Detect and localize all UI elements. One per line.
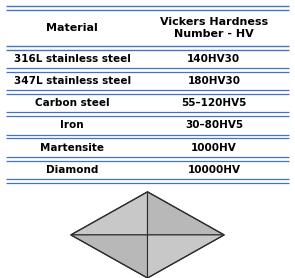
Text: 347L stainless steel: 347L stainless steel	[14, 76, 131, 86]
Text: 10000HV: 10000HV	[187, 165, 240, 175]
Polygon shape	[71, 235, 148, 278]
Polygon shape	[148, 192, 224, 235]
Polygon shape	[71, 192, 148, 235]
Text: 316L stainless steel: 316L stainless steel	[14, 54, 131, 64]
Text: Iron: Iron	[60, 120, 84, 130]
Text: 55–120HV5: 55–120HV5	[181, 98, 247, 108]
Text: Martensite: Martensite	[40, 143, 104, 153]
Polygon shape	[148, 235, 224, 278]
Text: Vickers Hardness
Number - HV: Vickers Hardness Number - HV	[160, 17, 268, 39]
Text: 180HV30: 180HV30	[187, 76, 240, 86]
Text: Diamond: Diamond	[46, 165, 99, 175]
Text: 1000HV: 1000HV	[191, 143, 237, 153]
Text: Material: Material	[46, 23, 98, 33]
Text: 140HV30: 140HV30	[187, 54, 240, 64]
Text: 30–80HV5: 30–80HV5	[185, 120, 243, 130]
Text: Carbon steel: Carbon steel	[35, 98, 109, 108]
